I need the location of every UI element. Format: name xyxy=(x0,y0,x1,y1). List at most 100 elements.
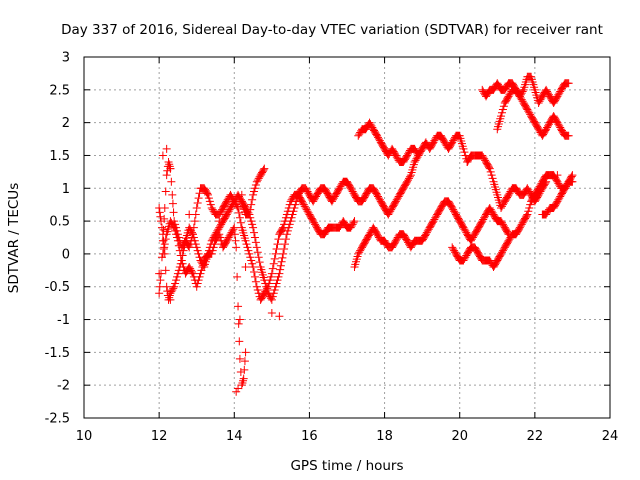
data-point xyxy=(421,230,430,239)
data-point xyxy=(251,277,260,286)
data-point xyxy=(561,182,570,191)
data-point xyxy=(515,223,524,232)
data-point xyxy=(311,220,320,229)
data-point xyxy=(240,365,249,374)
x-tick-label: 12 xyxy=(151,429,168,444)
data-point xyxy=(282,230,291,239)
data-point xyxy=(497,218,506,227)
data-point xyxy=(185,243,194,252)
data-point xyxy=(356,246,365,255)
data-point xyxy=(311,194,320,203)
data-point xyxy=(485,203,494,212)
data-point xyxy=(301,203,310,212)
data-point xyxy=(374,135,383,144)
data-point xyxy=(253,286,262,295)
y-tick-label: 2 xyxy=(62,116,70,131)
data-point xyxy=(287,195,296,204)
data-point xyxy=(267,269,276,278)
data-point xyxy=(411,146,420,155)
data-point xyxy=(479,153,488,162)
data-point xyxy=(421,138,430,147)
data-point xyxy=(504,92,513,101)
x-tick-label: 10 xyxy=(76,429,93,444)
data-point xyxy=(252,243,261,252)
data-point xyxy=(234,208,243,217)
data-point xyxy=(279,249,288,258)
data-point xyxy=(166,164,175,173)
data-point xyxy=(293,194,302,203)
data-point xyxy=(215,230,224,239)
data-point xyxy=(177,256,186,265)
data-point xyxy=(485,256,494,265)
data-point xyxy=(534,98,543,107)
data-point xyxy=(309,197,318,206)
data-point xyxy=(245,210,254,219)
data-point xyxy=(480,154,489,163)
y-tick-label: 2.5 xyxy=(49,83,70,98)
data-point xyxy=(193,279,202,288)
data-point xyxy=(210,240,219,249)
data-point xyxy=(403,177,412,186)
data-point xyxy=(252,282,261,291)
data-point xyxy=(291,200,300,209)
data-point xyxy=(478,217,487,226)
data-point xyxy=(168,190,177,199)
data-point xyxy=(523,105,532,114)
data-point xyxy=(223,208,232,217)
data-point xyxy=(267,295,276,304)
plot-frame xyxy=(83,56,611,419)
data-point xyxy=(450,207,459,216)
y-tick-label: -2 xyxy=(57,379,70,394)
data-point xyxy=(350,217,359,226)
data-point xyxy=(193,199,202,208)
data-point xyxy=(365,118,374,127)
data-point xyxy=(346,184,355,193)
data-point xyxy=(217,220,226,229)
data-point xyxy=(423,226,432,235)
data-point xyxy=(188,267,197,276)
data-point xyxy=(192,243,201,252)
data-point xyxy=(460,254,469,263)
data-point xyxy=(288,210,297,219)
x-tick-label: 22 xyxy=(527,429,544,444)
data-point xyxy=(366,120,375,129)
data-point xyxy=(156,276,165,285)
data-point xyxy=(234,302,243,311)
data-point xyxy=(287,213,296,222)
data-point xyxy=(185,210,194,219)
data-point xyxy=(278,253,287,262)
data-point xyxy=(459,223,468,232)
data-point xyxy=(348,187,357,196)
data-point xyxy=(250,187,259,196)
data-point xyxy=(244,208,253,217)
data-point xyxy=(173,269,182,278)
data-point xyxy=(286,217,295,226)
data-point xyxy=(246,213,255,222)
data-point xyxy=(252,177,261,186)
data-point xyxy=(247,256,256,265)
data-point xyxy=(155,269,164,278)
data-point xyxy=(226,190,235,199)
data-point xyxy=(414,151,423,160)
data-point xyxy=(265,290,274,299)
data-point xyxy=(237,190,246,199)
data-point xyxy=(188,230,197,239)
data-point xyxy=(204,194,213,203)
data-point xyxy=(336,182,345,191)
data-point xyxy=(524,107,533,116)
data-point xyxy=(170,223,179,232)
data-point xyxy=(554,179,563,188)
data-point xyxy=(411,156,420,165)
data-point xyxy=(534,125,543,134)
data-point xyxy=(216,222,225,231)
data-point xyxy=(158,151,167,160)
data-point xyxy=(159,244,168,253)
data-point xyxy=(298,199,307,208)
data-point xyxy=(274,272,283,281)
data-point xyxy=(479,215,488,224)
data-point xyxy=(386,207,395,216)
y-tick-label: -2.5 xyxy=(45,412,70,427)
data-point xyxy=(214,231,223,240)
data-point xyxy=(239,374,248,383)
